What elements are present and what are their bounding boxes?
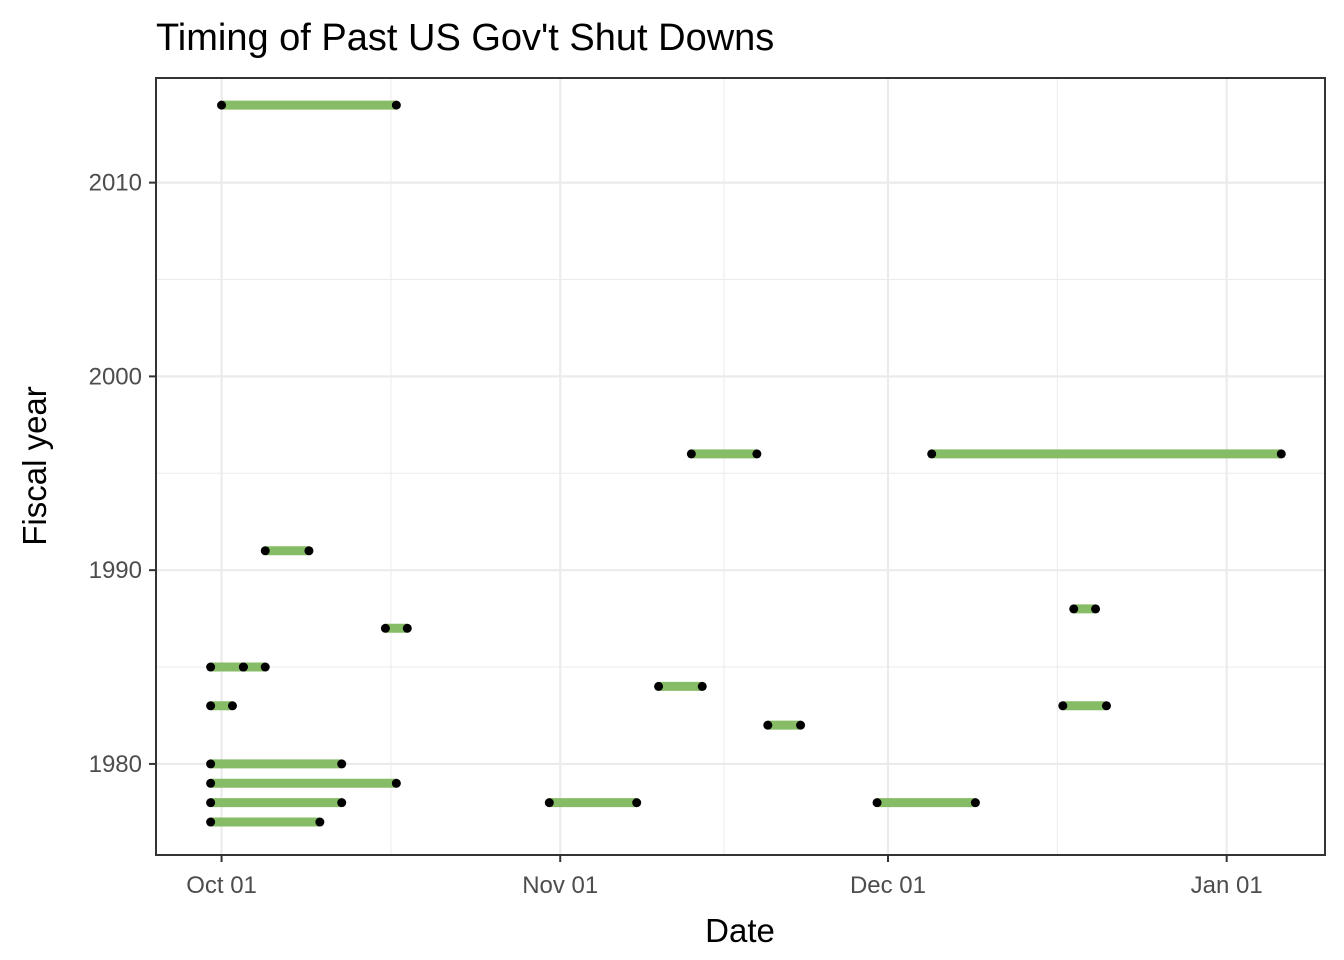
segment-end-point — [1091, 604, 1101, 614]
panel-background — [156, 78, 1325, 855]
segment-start-point — [763, 720, 773, 730]
segment-start-point — [206, 778, 216, 788]
segment-start-point — [206, 759, 216, 769]
segment-end-point — [227, 701, 237, 711]
segment-start-point — [380, 623, 390, 633]
segment-start-point — [1069, 604, 1079, 614]
y-tick-label: 1990 — [89, 557, 142, 584]
segment-end-point — [1101, 701, 1111, 711]
plot-panel — [155, 77, 1326, 856]
segment-end-point — [752, 449, 762, 459]
x-axis-title: Date — [705, 912, 775, 949]
x-tick-label: Jan 01 — [1191, 872, 1263, 899]
segment-start-point — [872, 798, 882, 808]
x-axis: Oct 01 Nov 01 Dec 01 Jan 01 — [186, 855, 1263, 899]
segment-end-point — [697, 681, 707, 691]
shutdown-points — [206, 100, 1286, 827]
segment-start-point — [1058, 701, 1068, 711]
segment-start-point — [686, 449, 696, 459]
grid-major — [156, 78, 1325, 855]
segment-end-point — [304, 546, 314, 556]
segment-start-point — [206, 701, 216, 711]
segment-end-point — [260, 662, 270, 672]
segment-start-point — [927, 449, 937, 459]
segment-start-point — [544, 798, 554, 808]
segment-end-point — [970, 798, 980, 808]
segment-start-point — [206, 662, 216, 672]
segment-end-point — [337, 798, 347, 808]
x-tick-label: Dec 01 — [850, 872, 926, 899]
chart-title: Timing of Past US Gov't Shut Downs — [156, 17, 774, 59]
segment-end-point — [796, 720, 806, 730]
segment-end-point — [632, 798, 642, 808]
y-tick-label: 2010 — [89, 170, 142, 197]
segment-end-point — [315, 817, 325, 827]
segment-end-point — [402, 623, 412, 633]
segment-end-point — [391, 100, 401, 110]
segment-start-point — [217, 100, 227, 110]
y-axis-title: Fiscal year — [16, 386, 53, 546]
segment-start-point — [206, 798, 216, 808]
segment-start-point — [260, 546, 270, 556]
segment-start-point — [654, 681, 664, 691]
grid-minor — [156, 78, 1325, 855]
segment-start-point — [206, 817, 216, 827]
segment-end-point — [337, 759, 347, 769]
x-tick-label: Nov 01 — [522, 872, 598, 899]
panel-border — [155, 77, 1326, 856]
segment-end-point — [1276, 449, 1286, 459]
x-tick-label: Oct 01 — [186, 872, 257, 899]
y-tick-label: 1980 — [89, 751, 142, 778]
y-tick-label: 2000 — [89, 363, 142, 390]
segment-end-point — [391, 778, 401, 788]
segment-start-point — [238, 662, 248, 672]
y-axis: 1980 1990 2000 2010 — [89, 170, 156, 778]
